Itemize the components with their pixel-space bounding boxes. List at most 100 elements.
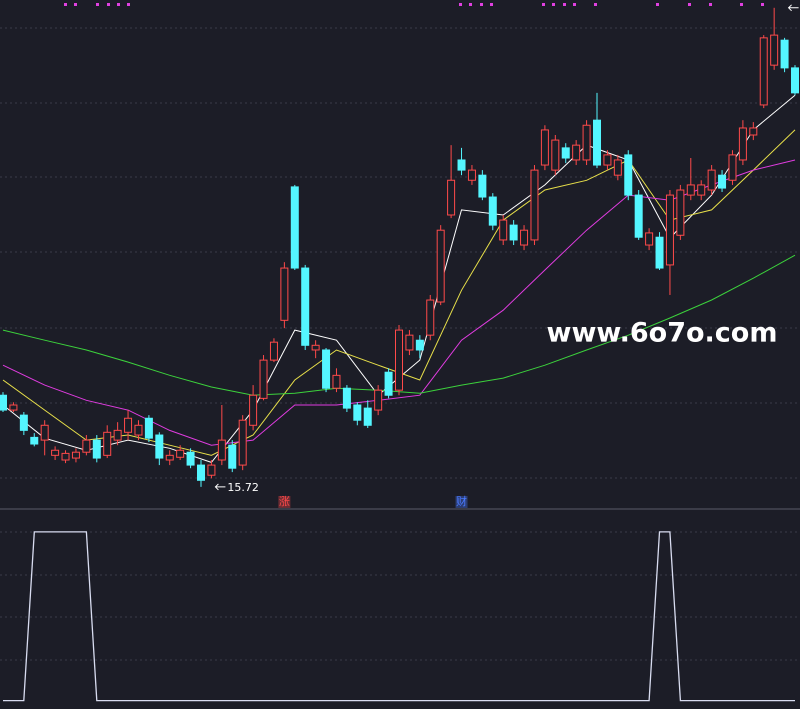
- candle-body: [30, 436, 39, 445]
- candle-body: [551, 139, 560, 171]
- candle-body: [269, 341, 278, 361]
- candle-body: [280, 267, 289, 321]
- dot: [127, 3, 130, 6]
- candle-body: [426, 299, 435, 336]
- dot: [688, 3, 691, 6]
- candle-body: [791, 67, 799, 94]
- candle-body: [634, 194, 643, 238]
- candle-body: [676, 189, 685, 236]
- candles: [0, 7, 799, 487]
- marker-label: 涨: [279, 495, 290, 508]
- candle-body: [9, 404, 18, 411]
- dot: [490, 3, 493, 6]
- dot: [459, 3, 462, 6]
- candle-body: [613, 159, 622, 176]
- ma-lines: [2, 94, 796, 463]
- candle-body: [405, 334, 414, 351]
- candle-body: [342, 387, 351, 409]
- candle-body: [384, 371, 393, 396]
- candle-body: [530, 169, 539, 241]
- candle-body: [259, 359, 268, 399]
- candle-body: [186, 451, 195, 466]
- candle-body: [415, 339, 424, 351]
- ma-line: [2, 94, 796, 463]
- candle-body: [374, 389, 383, 411]
- candle-body: [249, 394, 258, 426]
- candle-body: [436, 229, 445, 303]
- candle-body: [395, 329, 403, 391]
- candle-body: [113, 429, 122, 441]
- dot: [107, 3, 110, 6]
- dot: [64, 3, 67, 6]
- candle-body: [165, 454, 174, 461]
- dot: [542, 3, 545, 6]
- candle-body: [134, 424, 143, 436]
- candle-body: [311, 344, 320, 351]
- candle-body: [176, 449, 185, 458]
- dot: [74, 3, 77, 6]
- marker-box: [455, 496, 468, 508]
- candle-body: [238, 419, 247, 466]
- candle-body: [780, 39, 789, 69]
- candle-body: [207, 464, 216, 476]
- candle-body: [540, 129, 549, 166]
- candle-body: [645, 232, 654, 246]
- candle-body: [749, 127, 758, 136]
- ma-line: [2, 129, 796, 456]
- candle-body: [353, 404, 362, 421]
- candle-body: [124, 417, 133, 433]
- candle-body: [697, 184, 706, 196]
- candle-body: [51, 449, 60, 456]
- marker-box: [278, 496, 291, 508]
- candle-body: [447, 179, 456, 216]
- dot: [552, 3, 555, 6]
- candle-body: [19, 414, 28, 431]
- candle-body: [228, 444, 237, 469]
- candle-body: [686, 184, 695, 196]
- candle-body: [82, 439, 91, 453]
- dot: [469, 3, 472, 6]
- candle-body: [457, 159, 466, 171]
- candle-body: [770, 34, 779, 66]
- candle-body: [582, 124, 591, 161]
- dot: [740, 3, 743, 6]
- candle-body: [332, 374, 341, 389]
- dot: [656, 3, 659, 6]
- candle-body: [301, 267, 310, 346]
- watermark: www.6o7o.com: [547, 318, 778, 349]
- candle-body: [478, 174, 487, 198]
- annotation-arrow: [787, 4, 799, 12]
- candle-body: [488, 196, 497, 226]
- candle-body: [92, 439, 101, 459]
- dot: [594, 3, 597, 6]
- signal-dots: [64, 3, 764, 6]
- annotation-arrow: [214, 483, 226, 491]
- candle-body: [520, 229, 529, 246]
- indicator-line: [3, 531, 795, 702]
- candle-body: [759, 37, 768, 106]
- candle-body: [467, 169, 476, 181]
- candle-body: [61, 452, 70, 461]
- candle-body: [499, 219, 508, 241]
- candle-body: [197, 464, 205, 481]
- candle-body: [322, 349, 331, 389]
- candle-body: [718, 174, 727, 189]
- dot: [761, 3, 764, 6]
- ma-line: [2, 159, 796, 446]
- dot: [117, 3, 120, 6]
- candle-body: [624, 154, 633, 196]
- candle-body: [561, 147, 570, 159]
- dot: [480, 3, 483, 6]
- candle-body: [665, 194, 674, 266]
- candle-body: [0, 394, 7, 411]
- annotation-label: 15.72: [227, 481, 259, 494]
- candle-body: [572, 144, 581, 161]
- candle-body: [71, 451, 80, 459]
- candle-body: [290, 186, 299, 269]
- candle-body: [655, 236, 664, 269]
- candle-body: [217, 439, 226, 461]
- candle-body: [40, 424, 49, 441]
- dot: [563, 3, 566, 6]
- candle-body: [738, 127, 747, 161]
